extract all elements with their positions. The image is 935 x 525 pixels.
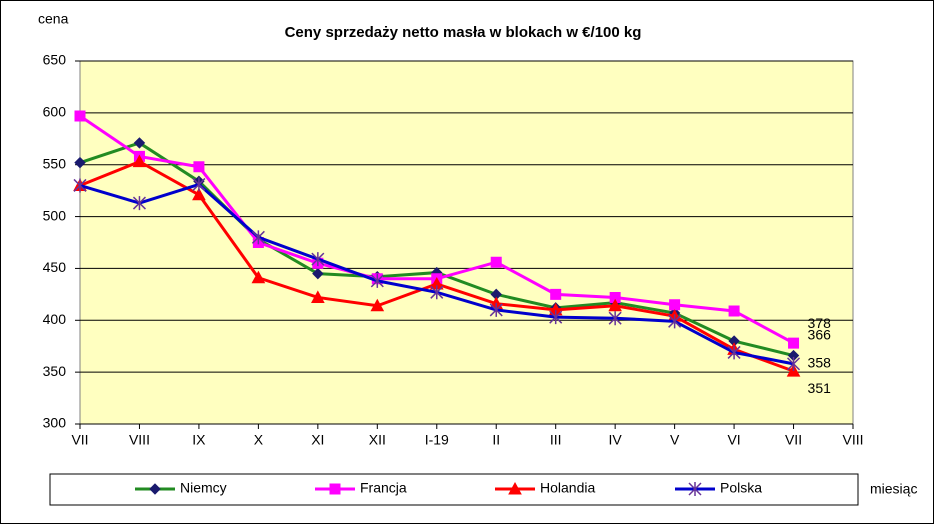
data-point [669, 299, 681, 311]
data-point [132, 154, 147, 168]
data-point [370, 298, 385, 312]
data-point [787, 356, 801, 371]
x-tick-label: V [670, 432, 680, 448]
data-point [74, 156, 86, 169]
data-point [311, 252, 325, 267]
y-tick-label: 300 [43, 415, 67, 431]
legend-marker [508, 481, 522, 495]
plot-area [79, 60, 854, 425]
y-axis-label: cena [38, 11, 69, 27]
legend-label: Francja [360, 480, 407, 496]
data-point [133, 137, 146, 149]
legend-label: Niemcy [180, 480, 227, 496]
data-point [550, 288, 562, 300]
y-tick-label: 650 [43, 52, 67, 68]
data-point [193, 161, 205, 173]
data-point [430, 285, 444, 300]
data-label: 358 [808, 355, 832, 371]
x-tick-label: I-19 [425, 432, 449, 448]
y-tick-label: 500 [43, 207, 67, 223]
data-point [73, 178, 87, 193]
data-point [192, 187, 206, 201]
x-axis-label: miesiąc [870, 481, 917, 497]
x-tick-label: VI [727, 432, 740, 448]
x-tick-label: XII [369, 432, 386, 448]
data-point [311, 290, 325, 303]
legend-label: Holandia [540, 480, 595, 496]
data-point [132, 196, 146, 211]
x-tick-label: IX [192, 432, 206, 448]
data-point [251, 230, 265, 245]
data-point [609, 291, 621, 303]
legend-marker [329, 483, 341, 495]
x-tick-label: IV [609, 432, 623, 448]
data-point [549, 310, 563, 325]
data-point [727, 345, 741, 360]
legend [49, 473, 859, 506]
x-tick-label: VIII [129, 432, 150, 448]
data-point [370, 273, 384, 288]
x-tick-label: VII [785, 432, 802, 448]
data-point [490, 256, 502, 268]
data-point [668, 314, 682, 329]
x-tick-label: II [492, 432, 500, 448]
y-tick-label: 450 [43, 259, 67, 275]
data-point [251, 270, 266, 284]
x-tick-label: VIII [842, 432, 863, 448]
data-point [608, 298, 622, 312]
y-tick-label: 550 [43, 155, 67, 171]
data-point [192, 177, 206, 192]
x-tick-label: VII [71, 432, 88, 448]
y-tick-label: 350 [43, 363, 67, 379]
x-tick-label: III [550, 432, 562, 448]
data-point [608, 311, 622, 326]
data-point [788, 337, 800, 349]
data-label: 378 [808, 315, 832, 331]
legend-marker [149, 483, 161, 495]
legend-marker [688, 482, 702, 496]
data-point [489, 302, 503, 317]
chart-title: Ceny sprzedaży netto masła w blokach w €… [285, 24, 642, 41]
y-tick-label: 400 [43, 311, 67, 327]
data-label: 366 [808, 326, 832, 342]
x-tick-label: XI [311, 432, 324, 448]
data-point [74, 110, 86, 122]
legend-label: Polska [720, 480, 762, 496]
y-tick-label: 600 [43, 104, 67, 120]
data-point [312, 267, 324, 280]
data-point [728, 305, 740, 317]
x-tick-label: X [254, 432, 264, 448]
data-label: 351 [808, 380, 832, 396]
